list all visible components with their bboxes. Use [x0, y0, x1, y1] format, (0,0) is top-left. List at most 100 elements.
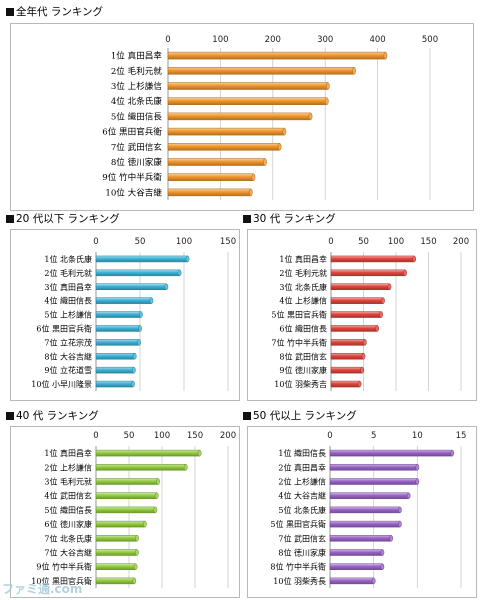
- bar-end-cap: [197, 449, 202, 457]
- category-label: 9位 徳川家康: [279, 365, 327, 375]
- bar: [95, 464, 187, 471]
- chart-all-ages: 0 100 200 300 400 500 1位 真田昌幸 2位 毛利元就 3位 上杉謙信 4位 …: [102, 35, 438, 200]
- category-label: 5位 織田信長: [111, 110, 163, 122]
- bar-end-cap: [133, 563, 138, 570]
- bar-end-cap: [360, 366, 365, 374]
- panel-title: 20 代以下 ランキング: [6, 211, 120, 226]
- x-tick-label: 200: [265, 35, 281, 45]
- category-label: 9位 立花道雪: [44, 365, 92, 375]
- bar-end-cap: [415, 478, 420, 485]
- x-tick-label: 400: [369, 35, 385, 45]
- bar-end-cap: [263, 158, 267, 166]
- bar: [329, 478, 418, 485]
- bullet-square-icon: [6, 412, 14, 420]
- x-tick-label: 200: [220, 431, 236, 441]
- x-tick-label: 0: [327, 431, 332, 441]
- bar-end-cap: [387, 283, 392, 290]
- bar-end-cap: [251, 173, 256, 181]
- panel-title: 30 代 ランキング: [243, 211, 336, 226]
- bar: [329, 520, 401, 528]
- category-label: 2位 毛利元就: [111, 65, 163, 77]
- category-label: 7位 大谷吉継: [44, 548, 92, 558]
- chart-30s: 0 50 100 150 200 1位 真田昌幸 2位 毛利元就 3位 北条氏康 4位 上杉謙信…: [271, 237, 469, 391]
- bar-end-cap: [325, 82, 330, 90]
- bar-end-cap: [153, 506, 158, 514]
- bar-end-cap: [131, 366, 136, 374]
- panel-title: 50 代以上 ランキング: [243, 408, 357, 423]
- bar: [167, 51, 386, 60]
- category-label: 8位 大谷吉継: [44, 351, 92, 361]
- chart-50s-plus: 0 5 10 15 1位 織田信長 2位 真田昌幸 2位 上杉謙信 4位 大谷吉継 5位 北条氏…: [270, 431, 467, 588]
- category-label: 8位 徳川家康: [111, 156, 163, 168]
- category-label: 4位 武田信玄: [44, 491, 92, 501]
- x-tick-label: 5: [371, 431, 376, 441]
- panel-under-20s: 20 代以下 ランキング 0 50 100 150 1位 北条氏康 2位 毛利元就 3位 真…: [6, 211, 240, 401]
- bar: [329, 549, 383, 556]
- bar-end-cap: [357, 380, 362, 388]
- bar: [330, 353, 364, 360]
- x-tick-label: 50: [358, 237, 369, 247]
- category-label: 6位 黒田官兵衛: [102, 126, 162, 138]
- category-label: 10位 羽柴秀吉: [274, 379, 327, 389]
- bar: [329, 449, 453, 457]
- category-label: 10位 大谷吉継: [105, 186, 162, 198]
- bar: [95, 283, 167, 290]
- bullet-square-icon: [243, 215, 251, 223]
- bar: [95, 339, 140, 346]
- bar-end-cap: [450, 449, 455, 457]
- x-tick-label: 15: [456, 431, 467, 441]
- panel-title: 40 代 ランキング: [6, 408, 99, 423]
- category-label: 4位 大谷吉継: [278, 491, 326, 501]
- bar: [330, 283, 390, 290]
- bar: [95, 366, 135, 374]
- bar-end-cap: [379, 311, 383, 318]
- bar-end-cap: [371, 577, 376, 585]
- bar: [95, 563, 136, 570]
- panel-title: 全年代 ランキング: [6, 4, 103, 19]
- x-tick-label: 0: [93, 237, 98, 247]
- category-label: 1位 真田昌幸: [111, 50, 163, 62]
- bar-end-cap: [142, 520, 147, 528]
- bar: [329, 563, 383, 570]
- panel-30s: 30 代 ランキング 0 50 100 150 200 1位 真田昌幸 2位 毛利元就 3位 …: [243, 211, 477, 401]
- bar-end-cap: [352, 67, 356, 75]
- bar: [167, 127, 285, 136]
- chart-title: 40 代 ランキング: [16, 410, 99, 422]
- category-label: 1位 真田昌幸: [279, 254, 327, 264]
- bar: [95, 506, 156, 514]
- category-label: 2位 真田昌幸: [278, 462, 326, 472]
- bar-end-cap: [415, 464, 420, 471]
- x-tick-label: 150: [220, 237, 236, 247]
- bar: [329, 506, 401, 514]
- bar: [95, 520, 146, 528]
- bar-end-cap: [156, 478, 160, 485]
- bar: [330, 325, 378, 332]
- bar: [95, 297, 152, 304]
- category-label: 7位 竹中半兵衛: [271, 337, 327, 347]
- bar: [330, 380, 360, 388]
- bar-end-cap: [389, 535, 393, 542]
- category-label: 6位 黒田官兵衛: [36, 323, 92, 333]
- category-label: 8位 武田信玄: [279, 351, 327, 361]
- bar-end-cap: [362, 339, 367, 346]
- category-label: 5位 上杉謙信: [44, 310, 92, 320]
- bar-end-cap: [183, 464, 188, 471]
- bar-end-cap: [380, 549, 385, 556]
- category-label: 3位 上杉謙信: [111, 80, 163, 92]
- bar: [95, 380, 134, 388]
- bar-end-cap: [135, 535, 139, 542]
- bar: [95, 549, 138, 556]
- category-label: 3位 毛利元就: [44, 477, 92, 487]
- category-label: 8位 竹中半兵衛: [270, 562, 326, 572]
- category-label: 10位 羽柴秀長: [273, 576, 326, 586]
- x-tick-label: 0: [328, 237, 333, 247]
- bar-end-cap: [403, 269, 407, 277]
- bar: [167, 158, 266, 166]
- bar: [95, 535, 138, 542]
- bar: [95, 353, 135, 360]
- x-tick-label: 150: [420, 237, 436, 247]
- x-tick-label: 50: [135, 237, 146, 247]
- bar-end-cap: [164, 283, 169, 290]
- bar-end-cap: [185, 255, 190, 263]
- category-label: 3位 真田昌幸: [44, 282, 92, 292]
